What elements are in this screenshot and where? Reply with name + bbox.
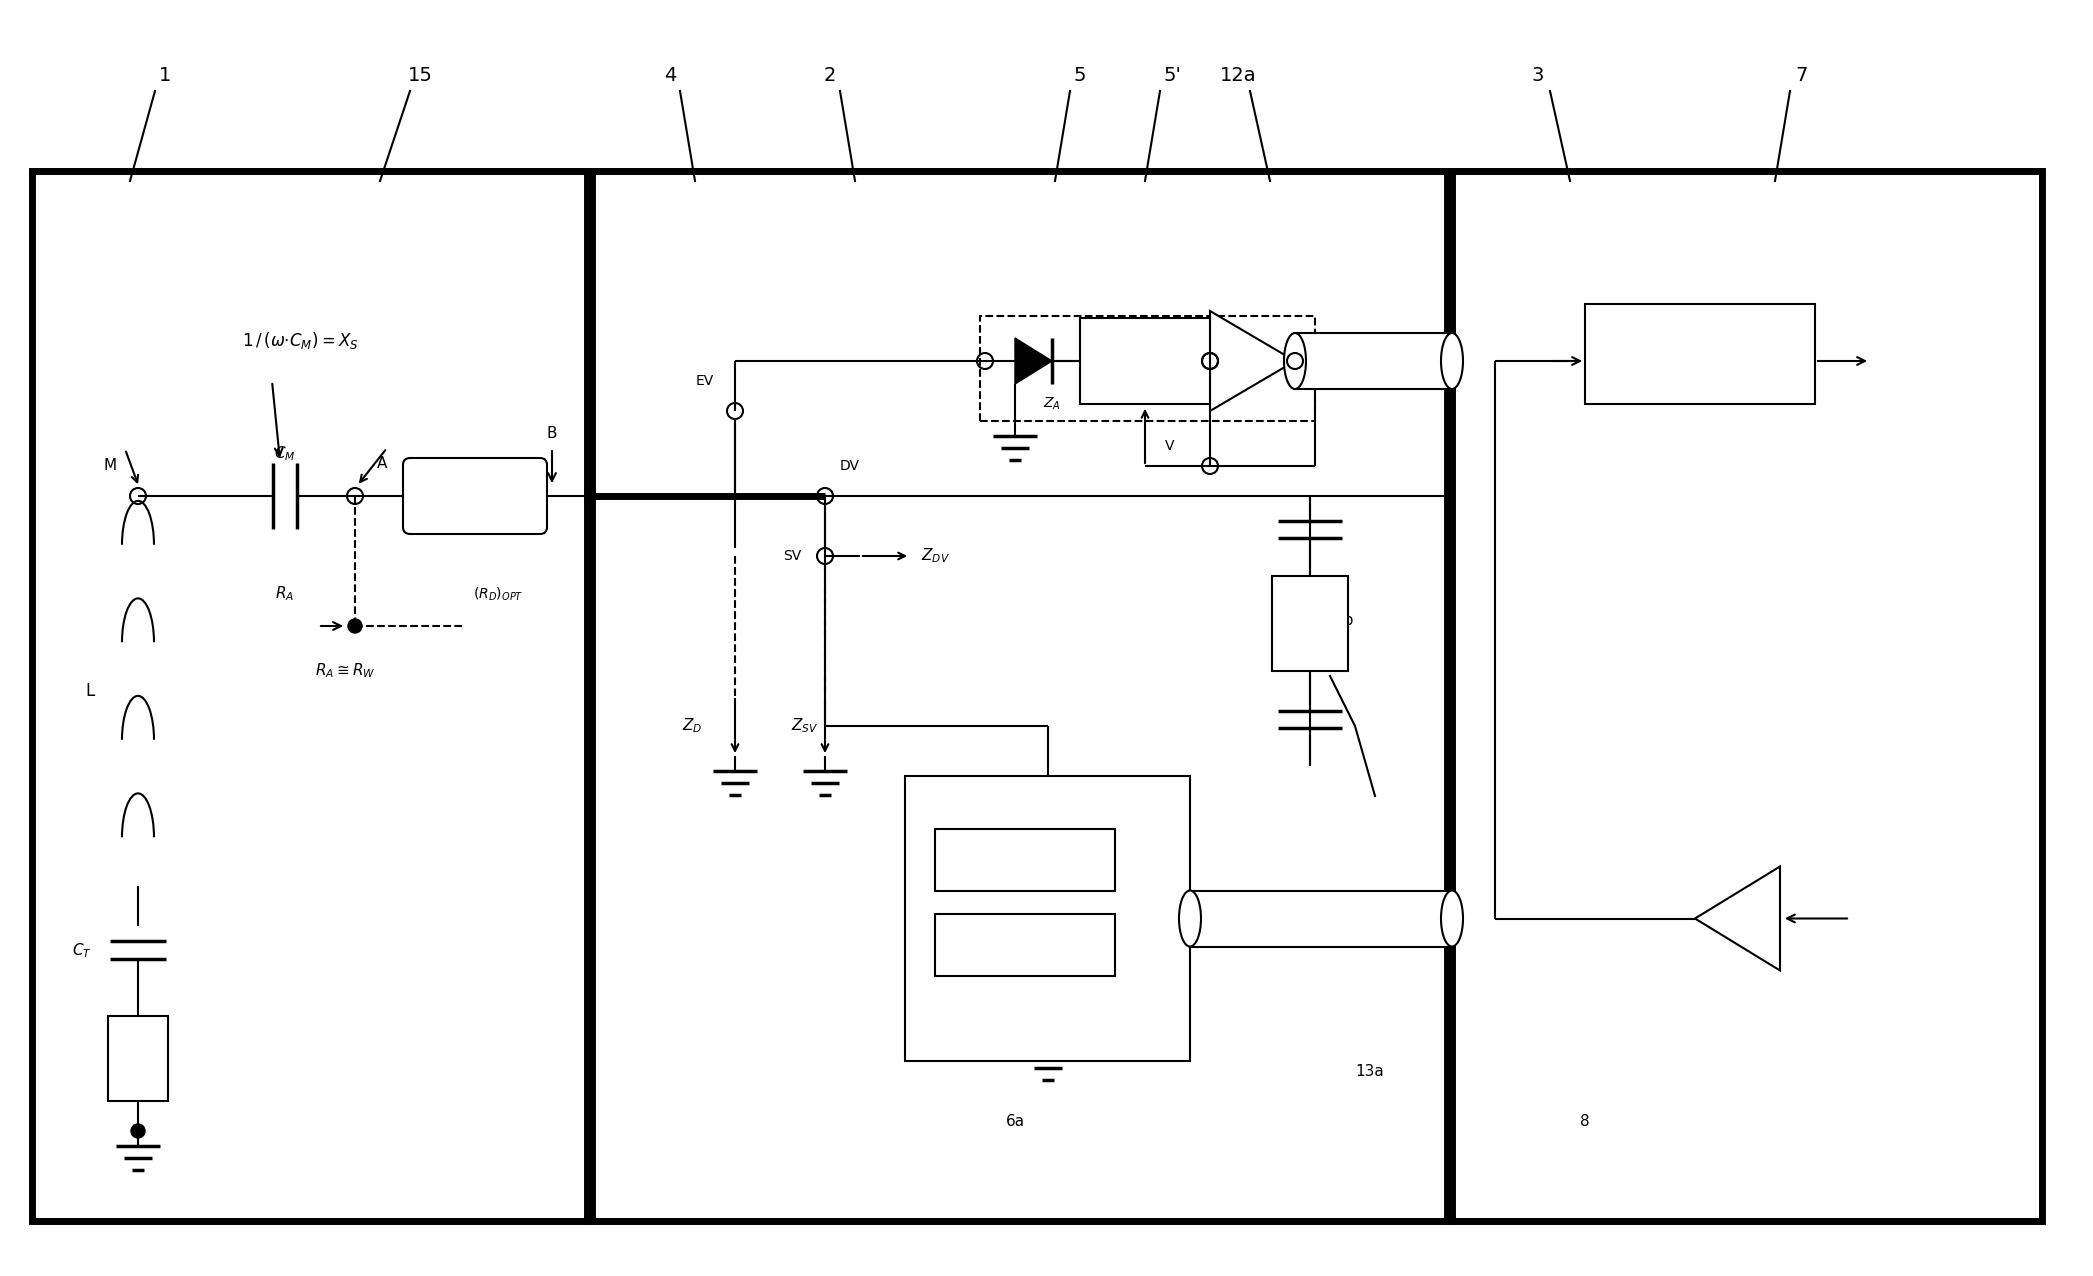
Text: 5': 5' — [1164, 66, 1180, 85]
Circle shape — [132, 1124, 144, 1138]
Text: $R_W$: $R_W$ — [463, 486, 488, 505]
Text: AN: AN — [1132, 353, 1157, 369]
Text: 8: 8 — [1580, 1114, 1591, 1128]
Bar — [1584, 304, 1815, 404]
Text: 12a: 12a — [1220, 66, 1256, 85]
Bar — [936, 829, 1116, 891]
Text: 2: 2 — [825, 66, 837, 85]
Text: EV: EV — [695, 374, 714, 388]
Bar — [1080, 318, 1210, 404]
Polygon shape — [1210, 311, 1296, 411]
Ellipse shape — [1440, 333, 1463, 389]
Text: $C_M$: $C_M$ — [274, 444, 295, 463]
Text: L: L — [86, 681, 94, 701]
Ellipse shape — [1178, 891, 1201, 947]
Text: $(R_D)_{OPT}$: $(R_D)_{OPT}$ — [473, 586, 523, 602]
Text: $Z_D$: $Z_D$ — [682, 717, 703, 735]
Ellipse shape — [1283, 333, 1306, 389]
Text: $C_T$: $C_T$ — [71, 942, 92, 961]
Text: 5: 5 — [1074, 66, 1086, 85]
Bar — [1453, 171, 2043, 1221]
Text: $Z_{SV}$: $Z_{SV}$ — [791, 717, 818, 735]
Bar — [109, 1016, 167, 1101]
Text: $Z_{DV}$: $Z_{DV}$ — [921, 546, 950, 565]
Text: A: A — [377, 457, 387, 472]
Bar — [1296, 333, 1453, 389]
Text: 7: 7 — [1796, 66, 1808, 85]
Text: DV: DV — [839, 459, 860, 473]
Ellipse shape — [1440, 891, 1463, 947]
Text: TRANS-: TRANS- — [1674, 336, 1725, 350]
Text: $R_D$: $R_D$ — [1300, 614, 1321, 633]
Text: $R_S$: $R_S$ — [128, 1049, 147, 1068]
Circle shape — [347, 619, 362, 633]
Text: $R_A \cong R_W$: $R_A \cong R_W$ — [314, 662, 375, 680]
Text: M: M — [103, 458, 117, 473]
Text: $1\,/\,(\omega{\cdot}C_M) = X_S$: $1\,/\,(\omega{\cdot}C_M) = X_S$ — [241, 330, 358, 351]
Text: 15: 15 — [408, 66, 433, 85]
Bar — [1191, 891, 1453, 947]
Bar — [31, 171, 586, 1221]
Text: SV: SV — [783, 549, 802, 563]
Text: $R_A$: $R_A$ — [276, 584, 295, 604]
Bar — [936, 914, 1116, 976]
Polygon shape — [1695, 866, 1779, 971]
Bar — [904, 776, 1191, 1062]
Bar — [1273, 575, 1348, 671]
Polygon shape — [1015, 338, 1053, 384]
Text: 3: 3 — [1532, 66, 1545, 85]
Text: B: B — [546, 426, 557, 441]
Text: 13a: 13a — [1356, 1063, 1383, 1078]
Text: 6b: 6b — [1335, 614, 1354, 629]
Text: 6a: 6a — [1005, 1114, 1026, 1128]
Bar — [980, 316, 1314, 421]
Text: 1: 1 — [159, 66, 172, 85]
Text: 4: 4 — [663, 66, 676, 85]
Bar — [592, 171, 1446, 1221]
Text: V: V — [1166, 439, 1174, 453]
Text: MITTER: MITTER — [1674, 365, 1725, 379]
FancyBboxPatch shape — [404, 458, 546, 533]
Text: $R_{T2}$: $R_{T2}$ — [1013, 852, 1036, 868]
Text: $R_{T1}$: $R_{T1}$ — [1013, 937, 1036, 953]
Text: $Z_A$: $Z_A$ — [1042, 396, 1061, 412]
